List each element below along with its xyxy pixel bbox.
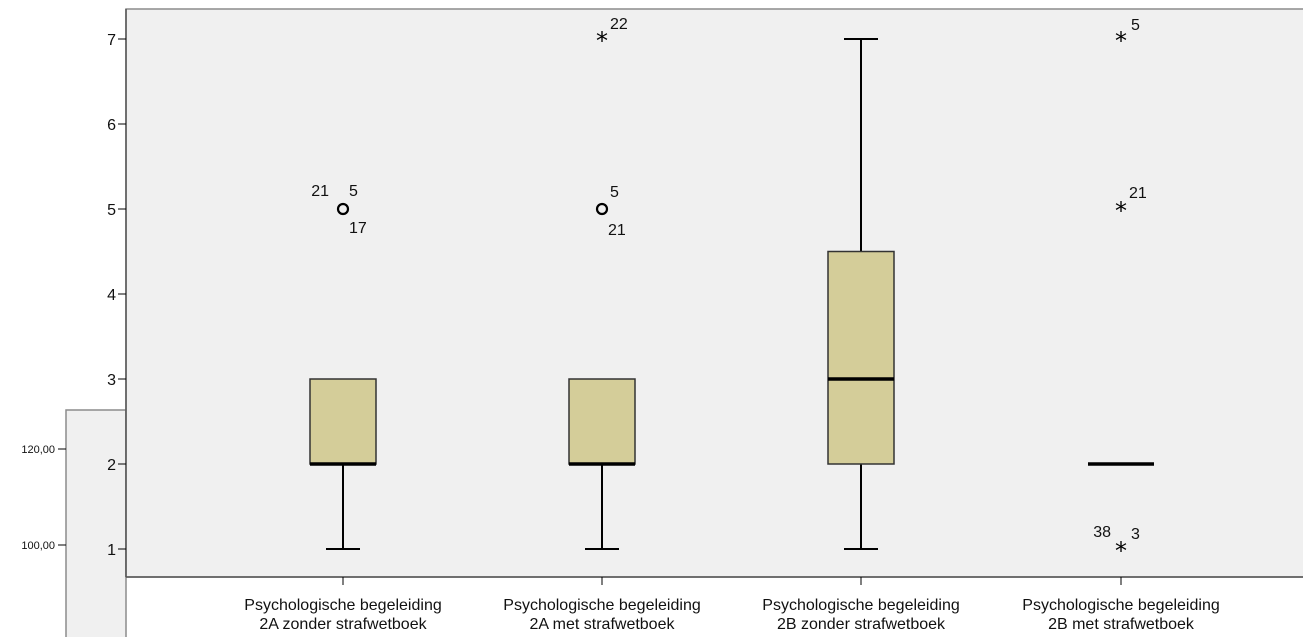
outlier-label: 17 <box>349 220 367 237</box>
plot-area <box>125 8 1303 578</box>
outlier-label: 22 <box>610 16 628 33</box>
x-tick-label: 2A met strafwetboek <box>530 616 676 633</box>
outlier-star: * <box>596 27 608 55</box>
outlier-label: 21 <box>1129 185 1147 202</box>
outlier-label: 5 <box>610 184 619 201</box>
outlier-star: * <box>1115 27 1127 55</box>
outlier-circle <box>595 202 609 216</box>
background-tick-label: 100,00 <box>21 540 55 552</box>
outlier-label: 3 <box>1131 526 1140 543</box>
y-tick-label: 1 <box>107 542 116 559</box>
outlier-label: 21 <box>608 222 626 239</box>
box <box>309 378 377 465</box>
box <box>827 250 895 465</box>
x-tick-label: 2B zonder strafwetboek <box>777 616 946 633</box>
x-tick-label: 2A zonder strafwetboek <box>259 616 427 633</box>
y-tick-label: 5 <box>107 202 116 219</box>
x-tick-label: Psychologische begeleiding <box>503 597 700 614</box>
outlier-label: 5 <box>1131 17 1140 34</box>
x-axis-ticks: Psychologische begeleiding 2A zonder stra… <box>244 577 1220 633</box>
background-chart-area <box>65 409 127 637</box>
outlier-circle <box>336 202 350 216</box>
y-tick-label: 2 <box>107 457 116 474</box>
outlier-label: 21 <box>311 183 329 200</box>
outlier-label: 5 <box>349 183 358 200</box>
y-tick-label: 6 <box>107 117 116 134</box>
box <box>568 378 636 465</box>
boxes <box>309 38 1154 550</box>
outlier-star: * <box>1115 537 1127 565</box>
y-axis-ticks: 1 2 3 4 5 6 7 <box>107 32 126 559</box>
y-tick-label: 3 <box>107 372 116 389</box>
background-tick-label: 120,00 <box>21 444 55 456</box>
x-tick-label: Psychologische begeleiding <box>244 597 441 614</box>
y-tick-label: 7 <box>107 32 116 49</box>
background-chart: 120,00 100,00 <box>21 409 127 637</box>
x-tick-label: 2B met strafwetboek <box>1048 616 1195 633</box>
x-tick-label: Psychologische begeleiding <box>1022 597 1219 614</box>
y-tick-label: 4 <box>107 287 116 304</box>
outlier-label: 38 <box>1093 524 1111 541</box>
x-tick-label: Psychologische begeleiding <box>762 597 959 614</box>
outlier-star: * <box>1115 197 1127 225</box>
